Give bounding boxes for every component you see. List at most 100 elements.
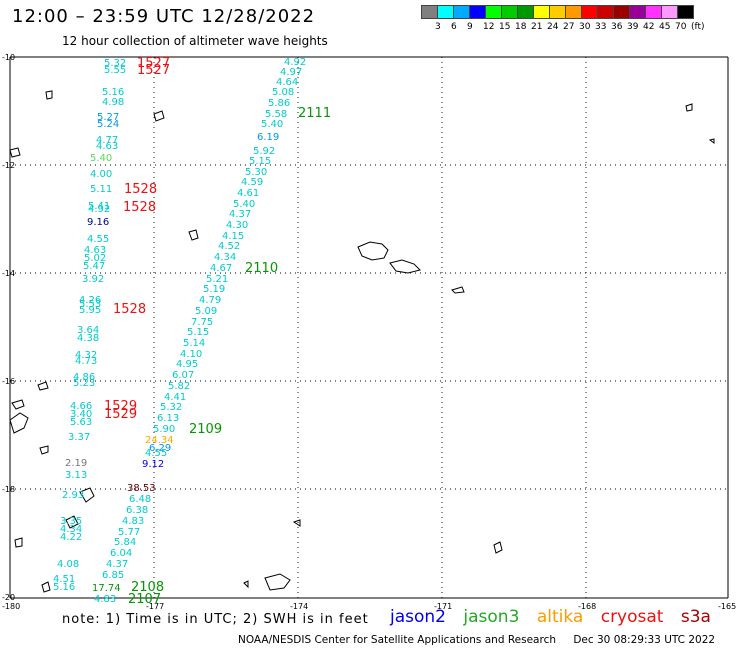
swh-value: 3.40 (70, 409, 92, 420)
colorbar-label: 3 (435, 22, 441, 32)
fiji-island-small-1 (79, 487, 95, 503)
page-subtitle: 12 hour collection of altimeter wave hei… (62, 34, 328, 48)
island-left-2 (9, 147, 21, 158)
legend-altika: altika (536, 607, 584, 627)
longitude-label: -180 (2, 602, 20, 610)
swh-value: 6.07 (172, 370, 194, 381)
swh-value: 5.32 (104, 58, 126, 69)
graticule (10, 57, 728, 598)
swh-value: 5.95 (79, 305, 101, 316)
swh-value: 5.27 (97, 112, 119, 123)
pass-time-label: 1529 (104, 399, 137, 414)
swh-value: 5.19 (203, 284, 225, 295)
swh-value: 9.12 (142, 459, 164, 470)
island-left-4 (39, 445, 49, 455)
swh-value: 5.08 (272, 87, 294, 98)
swh-value: 4.66 (70, 401, 92, 412)
swh-value: 5.15 (187, 327, 209, 338)
legend-s3a: s3a (680, 607, 711, 627)
swh-value: 4.83 (122, 516, 144, 527)
swh-value: 4.55 (87, 234, 109, 245)
altimeter-tracks: 4.92 4.97 4.64 5.08 5.86 5.58 5.40 6.19 … (53, 56, 331, 607)
fiji-vanua-levu (11, 399, 25, 410)
swh-value: 5.24 (97, 119, 119, 130)
swh-value: 5.15 (249, 156, 271, 167)
swh-value: 4.95 (176, 359, 198, 370)
colorbar-label: 21 (531, 22, 543, 32)
legend-jason3: jason3 (463, 607, 520, 627)
cryosat-track-values: 5.32 5.55 5.16 4.98 5.27 5.24 4.77 4.63 … (53, 58, 174, 593)
latitude-labels: -10 -12 -14 -16 -18 -20 (2, 53, 15, 602)
swh-value: 6.38 (126, 505, 148, 516)
colorbar-label: 27 (563, 22, 575, 32)
swh-value: 4.15 (222, 231, 244, 242)
page-title: 12:00 – 23:59 UTC 12/28/2022 (12, 6, 316, 27)
swh-value: 4.73 (75, 356, 97, 367)
pass-time-label: 1528 (123, 200, 156, 215)
swh-value: 4.67 (210, 263, 232, 274)
swh-value: 4.86 (73, 372, 95, 383)
swh-value: 4.38 (77, 333, 99, 344)
pass-time-label: 1529 (104, 407, 137, 422)
swh-value: 5.32 (160, 402, 182, 413)
colorbar-labels: 3 6 9 12 15 18 21 24 27 30 33 36 39 42 45 70 (ft) (421, 22, 740, 34)
swh-value: 4.32 (75, 350, 97, 361)
swh-value: 6.19 (257, 132, 279, 143)
fiji-island-small-4 (41, 581, 51, 593)
swh-value: 4.00 (90, 169, 112, 180)
island-south-2 (243, 580, 249, 589)
colorbar-label: 42 (643, 22, 655, 32)
wave-height-map: -10-12-14-16-18-20 -180 -177 -174 -171 -168-… (2, 53, 736, 610)
pass-time-label: 1527 (137, 56, 170, 71)
swh-value: 5.40 (261, 119, 283, 130)
fiji-island-small-2 (65, 515, 79, 529)
swh-value: 4.92 (284, 57, 306, 68)
swh-value: 5.53 (79, 299, 101, 310)
swh-value: 5.09 (195, 306, 217, 317)
colorbar-label: 30 (579, 22, 591, 32)
swh-value: 5.84 (114, 537, 136, 548)
swh-value: 17.74 (92, 583, 121, 594)
latitude-label: -10 (2, 53, 15, 62)
swh-value: 4.63 (96, 141, 118, 152)
latitude-label: -18 (2, 485, 15, 494)
island-south-3 (292, 519, 301, 527)
latitude-label: -14 (2, 269, 15, 278)
swh-value: 4.08 (57, 559, 79, 570)
pass-time-labels: 2111 2110 2109 2108 2107 1527 1527 1528 … (104, 56, 331, 607)
swh-value: 5.82 (168, 381, 190, 392)
swh-value: 5.47 (83, 261, 105, 272)
swh-value: 4.63 (84, 245, 106, 256)
swh-value: 4.10 (180, 349, 202, 360)
colorbar-label: 70 (675, 22, 687, 32)
jason3-track-values: 4.92 4.97 4.64 5.08 5.86 5.58 5.40 6.19 … (92, 57, 306, 605)
longitude-labels: -180 -177 -174 -171 -168 -165 (2, 602, 736, 610)
latitude-label: -20 (2, 593, 15, 602)
swh-value: 5.40 (90, 153, 112, 164)
credit-timestamp: Dec 30 08:29:33 UTC 2022 (573, 634, 716, 646)
fiji-island-small-3 (14, 537, 23, 548)
swh-value: 5.30 (245, 167, 267, 178)
swh-value: 4.97 (280, 67, 302, 78)
swh-value: 2.19 (65, 458, 87, 469)
swh-value: 3.92 (82, 274, 104, 285)
colorbar-label: 15 (499, 22, 511, 32)
swh-value: 4.55 (145, 448, 167, 459)
satellite-legend: jason2 jason3 altika cryosat s3a (390, 607, 723, 627)
longitude-label: -171 (434, 602, 452, 610)
credit-line: NOAA/NESDIS Center for Satellite Applica… (238, 634, 729, 646)
swh-value: 5.16 (53, 582, 75, 593)
latitude-label: -12 (2, 161, 15, 170)
pass-time-label: 1528 (124, 182, 157, 197)
samoa-upolu-island (389, 259, 421, 274)
swh-value: 5.90 (153, 424, 175, 435)
swh-value: 4.37 (106, 559, 128, 570)
colorbar-label: 24 (547, 22, 559, 32)
pass-time-label: 1527 (137, 63, 170, 78)
swh-value: 4.52 (218, 241, 240, 252)
map-frame (9, 56, 729, 599)
tonga-island-2 (493, 541, 503, 554)
swh-value: 6.48 (129, 494, 151, 505)
swh-value: 4.61 (237, 188, 259, 199)
pass-time-label: 2111 (298, 106, 331, 121)
